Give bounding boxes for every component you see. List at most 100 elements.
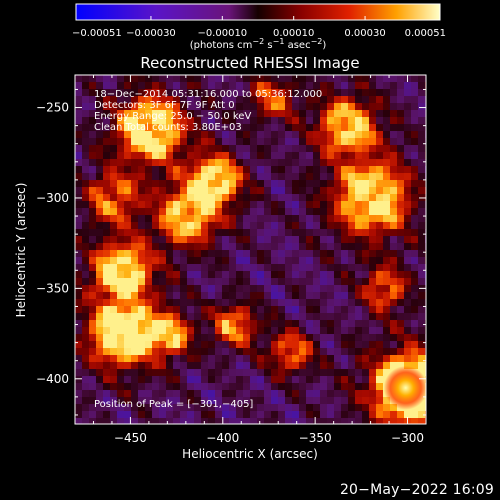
heatmap-cell — [390, 411, 398, 419]
heatmap-cell — [327, 159, 335, 167]
heatmap-cell — [145, 306, 153, 314]
heatmap-cell — [96, 159, 104, 167]
heatmap-cell — [229, 313, 237, 321]
heatmap-cell — [110, 166, 118, 174]
heatmap-cell — [348, 229, 356, 237]
heatmap-cell — [299, 362, 307, 370]
heatmap-cell — [173, 103, 181, 111]
heatmap-cell — [138, 229, 146, 237]
heatmap-cell — [411, 222, 419, 230]
heatmap-cell — [243, 173, 251, 181]
heatmap-cell — [418, 355, 426, 363]
heatmap-cell — [117, 390, 125, 398]
heatmap-cell — [145, 327, 153, 335]
heatmap-cell — [166, 215, 174, 223]
heatmap-cell — [243, 355, 251, 363]
heatmap-cell — [75, 173, 83, 181]
heatmap-cell — [229, 257, 237, 265]
heatmap-cell — [404, 257, 412, 265]
heatmap-cell — [390, 75, 398, 83]
heatmap-cell — [404, 355, 412, 363]
heatmap-cell — [117, 145, 125, 153]
heatmap-cell — [334, 201, 342, 209]
heatmap-cell — [397, 103, 405, 111]
heatmap-cell — [369, 278, 377, 286]
heatmap-cell — [236, 285, 244, 293]
heatmap-cell — [131, 222, 139, 230]
heatmap-cell — [313, 264, 321, 272]
heatmap-cell — [201, 383, 209, 391]
heatmap-cell — [180, 117, 188, 125]
heatmap-cell — [327, 327, 335, 335]
heatmap-cell — [194, 110, 202, 118]
heatmap-cell — [362, 313, 370, 321]
heatmap-cell — [103, 138, 111, 146]
heatmap-cell — [187, 292, 195, 300]
heatmap-cell — [320, 187, 328, 195]
heatmap-cell — [145, 96, 153, 104]
heatmap-cell — [411, 257, 419, 265]
heatmap-cell — [75, 159, 83, 167]
heatmap-cell — [278, 180, 286, 188]
heatmap-cell — [222, 222, 230, 230]
heatmap-cell — [222, 180, 230, 188]
heatmap-cell — [138, 292, 146, 300]
heatmap-cell — [362, 173, 370, 181]
heatmap-cell — [327, 82, 335, 90]
heatmap-cell — [348, 138, 356, 146]
heatmap-cell — [159, 327, 167, 335]
heatmap-cell — [320, 306, 328, 314]
heatmap-cell — [96, 306, 104, 314]
heatmap-cell — [257, 180, 265, 188]
heatmap-cell — [285, 320, 293, 328]
heatmap-cell — [145, 390, 153, 398]
heatmap-cell — [250, 264, 258, 272]
heatmap-cell — [194, 96, 202, 104]
heatmap-cell — [222, 278, 230, 286]
heatmap-cell — [215, 96, 223, 104]
heatmap-cell — [348, 390, 356, 398]
heatmap-cell — [187, 166, 195, 174]
heatmap-cell — [215, 124, 223, 132]
heatmap-cell — [124, 152, 132, 160]
heatmap-cell — [187, 110, 195, 118]
heatmap-cell — [271, 348, 279, 356]
heatmap-cell — [124, 89, 132, 97]
heatmap-cell — [173, 355, 181, 363]
heatmap-cell — [390, 187, 398, 195]
heatmap-cell — [313, 257, 321, 265]
heatmap-cell — [320, 236, 328, 244]
heatmap-cell — [355, 145, 363, 153]
heatmap-cell — [103, 89, 111, 97]
heatmap-cell — [362, 376, 370, 384]
heatmap-cell — [404, 194, 412, 202]
heatmap-cell — [376, 229, 384, 237]
heatmap-cell — [348, 327, 356, 335]
heatmap-cell — [369, 383, 377, 391]
heatmap-cell — [103, 397, 111, 405]
heatmap-cell — [89, 299, 97, 307]
heatmap-cell — [306, 194, 314, 202]
heatmap-cell — [131, 362, 139, 370]
heatmap-cell — [348, 257, 356, 265]
heatmap-cell — [187, 334, 195, 342]
heatmap-cell — [271, 117, 279, 125]
heatmap-cell — [103, 243, 111, 251]
heatmap-cell — [201, 131, 209, 139]
heatmap-cell — [348, 341, 356, 349]
heatmap-cell — [201, 124, 209, 132]
heatmap-cell — [110, 362, 118, 370]
heatmap-cell — [320, 278, 328, 286]
heatmap-cell — [110, 292, 118, 300]
heatmap-cell — [411, 285, 419, 293]
heatmap-cell — [82, 159, 90, 167]
heatmap-cell — [299, 82, 307, 90]
heatmap-cell — [271, 292, 279, 300]
heatmap-image — [75, 75, 426, 424]
heatmap-cell — [82, 341, 90, 349]
heatmap-cell — [334, 152, 342, 160]
heatmap-cell — [124, 418, 132, 424]
heatmap-cell — [306, 117, 314, 125]
heatmap-cell — [96, 278, 104, 286]
heatmap-cell — [89, 271, 97, 279]
